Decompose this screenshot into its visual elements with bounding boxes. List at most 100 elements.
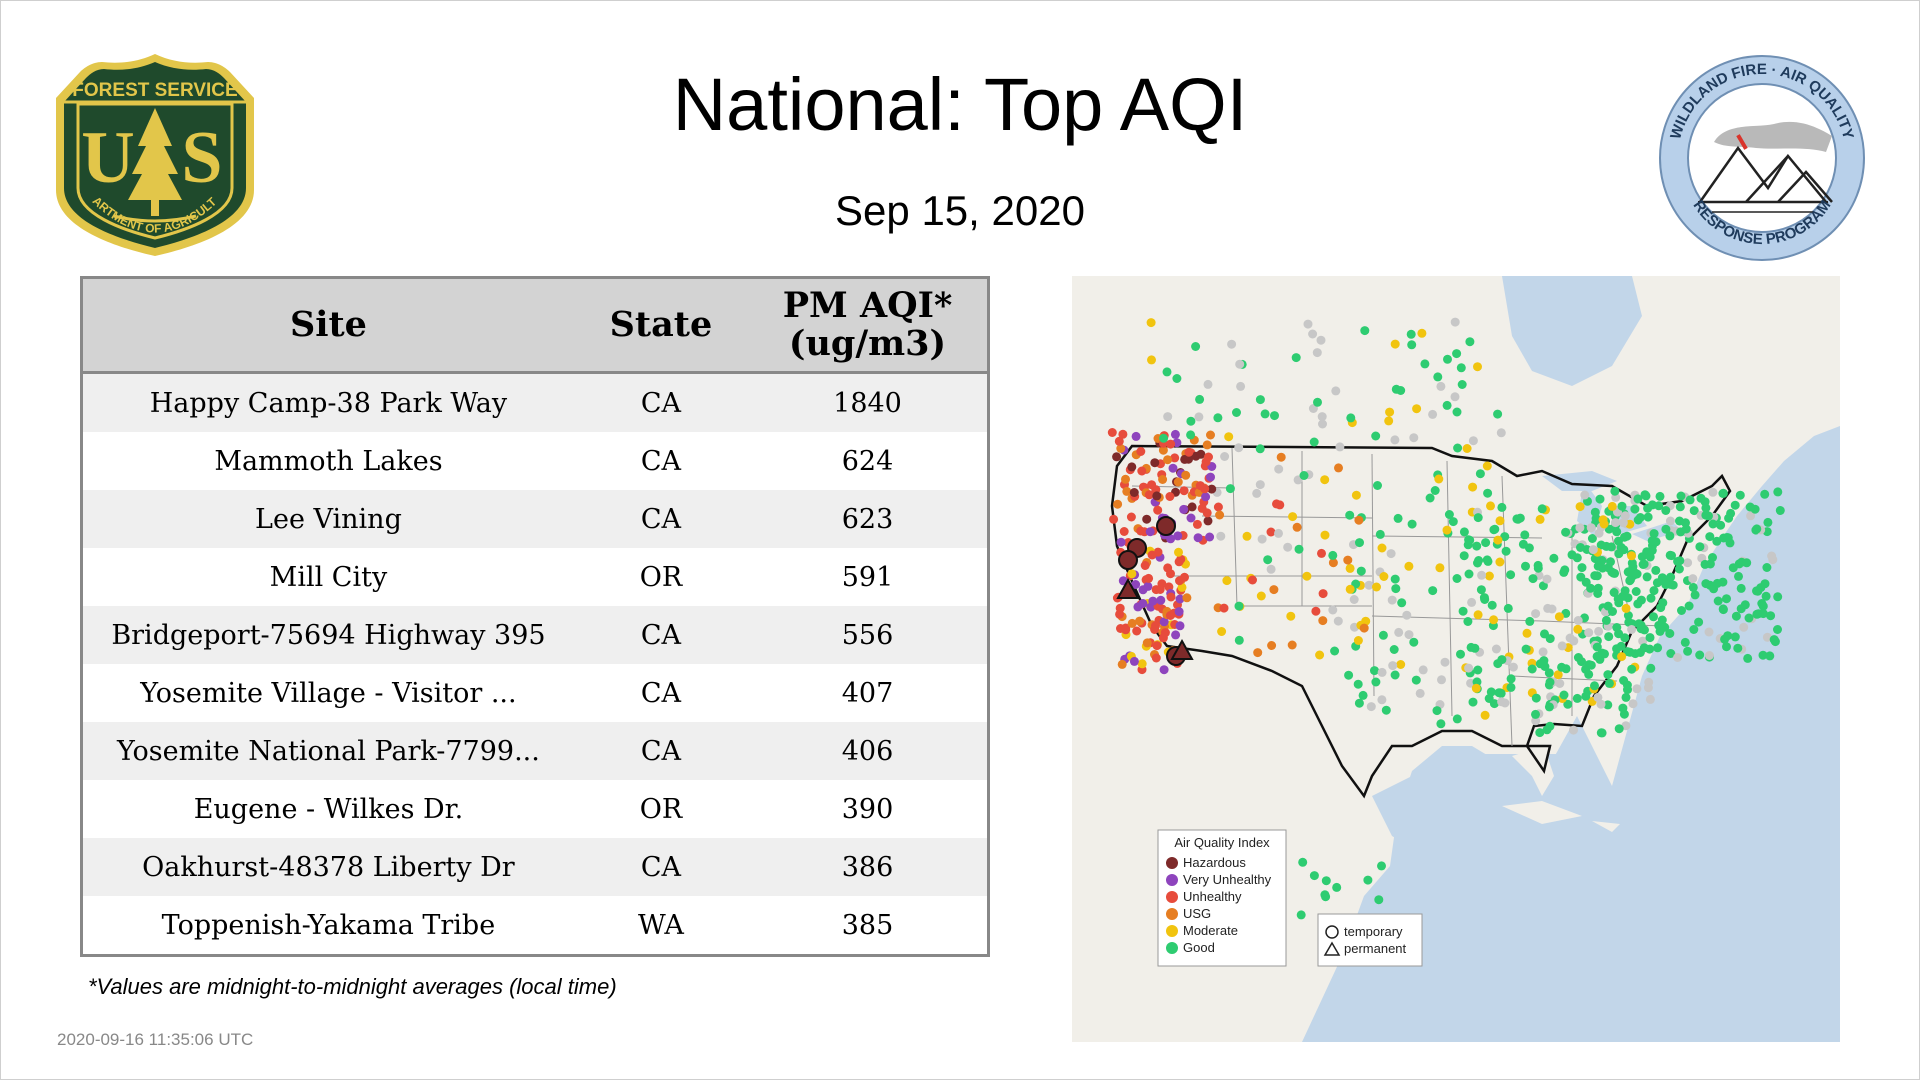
monitor-dot <box>1612 527 1622 537</box>
monitor-dot <box>1457 380 1467 389</box>
monitor-dot <box>1595 494 1605 504</box>
monitor-dot <box>1549 553 1559 563</box>
monitor-dot <box>1378 630 1388 640</box>
monitor-dot <box>1351 490 1361 500</box>
monitor-dot <box>1617 652 1627 662</box>
monitor-dot <box>1490 524 1500 534</box>
monitor-dot <box>1205 532 1215 542</box>
monitor-dot <box>1545 634 1555 644</box>
monitor-dot <box>1501 546 1511 556</box>
monitor-dot <box>1495 557 1505 567</box>
monitor-dot <box>1683 558 1693 568</box>
monitor-dot <box>1494 688 1504 698</box>
monitor-dot <box>1559 567 1569 577</box>
monitor-dot <box>1276 452 1286 462</box>
monitor-dot <box>1484 571 1494 581</box>
monitor-dot <box>1174 607 1184 617</box>
monitor-dot <box>1599 519 1609 529</box>
monitor-dot <box>1597 648 1607 658</box>
monitor-dot <box>1287 640 1297 650</box>
monitor-dot <box>1225 484 1235 494</box>
monitor-dot <box>1355 538 1364 548</box>
monitor-dot <box>1542 725 1552 735</box>
monitor-dot <box>1420 359 1430 369</box>
monitor-dot <box>1765 651 1775 661</box>
monitor-dot <box>1303 319 1313 329</box>
monitor-dot <box>1186 416 1196 426</box>
cell-site: Lee Vining <box>81 490 574 548</box>
monitor-dot <box>1660 578 1670 588</box>
monitor-dot <box>1539 656 1549 666</box>
monitor-dot <box>1493 659 1503 669</box>
monitor-dot <box>1407 519 1417 529</box>
table-header-row: Site State PM AQI* (ug/m3) <box>81 277 989 374</box>
monitor-dot <box>1769 635 1779 645</box>
monitor-dot <box>1537 504 1547 514</box>
monitor-dot <box>1542 574 1552 584</box>
monitor-dot <box>1473 362 1482 372</box>
legend-label-usg: USG <box>1183 906 1211 921</box>
cell-aqi: 556 <box>748 606 989 664</box>
monitor-dot <box>1636 624 1646 634</box>
monitor-dot <box>1170 429 1180 439</box>
monitor-dot <box>1409 433 1419 443</box>
monitor-dot <box>1366 702 1376 712</box>
monitor-dot <box>1193 533 1203 543</box>
monitor-dot <box>1625 576 1635 586</box>
monitor-dot <box>1752 524 1762 534</box>
col-header-site: Site <box>81 277 574 374</box>
monitor-dot <box>1503 603 1513 613</box>
cell-aqi: 1840 <box>748 372 989 432</box>
monitor-dot <box>1452 349 1462 359</box>
page-title: National: Top AQI <box>672 63 1248 146</box>
monitor-dot <box>1645 633 1655 643</box>
monitor-dot <box>1153 505 1163 515</box>
monitor-dot <box>1207 484 1217 494</box>
monitor-dot <box>1603 563 1613 573</box>
monitor-dot <box>1521 561 1530 571</box>
monitor-dot <box>1487 600 1497 610</box>
col-header-aqi-line2: (ug/m3) <box>788 323 947 364</box>
monitor-dot <box>1736 604 1746 614</box>
monitor-dot <box>1718 604 1728 614</box>
monitor-dot <box>1356 566 1366 576</box>
monitor-dot <box>1248 575 1257 585</box>
table-row: Mammoth Lakes CA 624 <box>81 432 989 490</box>
monitor-dot <box>1121 625 1131 635</box>
monitor-dot <box>1404 630 1414 640</box>
monitor-dot <box>1234 601 1244 611</box>
monitor-dot <box>1428 586 1438 596</box>
monitor-dot <box>1468 697 1478 707</box>
monitor-dot <box>1493 535 1503 545</box>
monitor-dot <box>1594 626 1604 636</box>
monitor-dot <box>1236 381 1246 391</box>
monitor-dot <box>1168 463 1178 473</box>
monitor-dot <box>1590 681 1599 691</box>
monitor-dot <box>1722 642 1731 652</box>
monitor-dot <box>1296 910 1306 920</box>
monitor-dot <box>1143 581 1153 591</box>
monitor-dot <box>1544 702 1554 712</box>
monitor-dot <box>1674 564 1684 574</box>
monitor-dot <box>1775 506 1785 515</box>
hazardous-permanent-marker <box>1116 577 1140 599</box>
monitor-dot <box>1373 481 1382 490</box>
monitor-dot <box>1163 412 1173 422</box>
monitor-dot <box>1773 592 1783 602</box>
svg-text:S: S <box>181 117 222 199</box>
monitor-dot <box>1206 430 1215 440</box>
monitor-dot <box>1330 646 1340 656</box>
monitor-dot <box>1145 527 1155 537</box>
monitor-dot <box>1627 664 1637 674</box>
cell-site: Mill City <box>81 548 574 606</box>
monitor-dot <box>1359 623 1369 633</box>
monitor-dot <box>1500 532 1510 542</box>
monitor-dot <box>1234 635 1244 645</box>
monitor-dot <box>1681 518 1690 528</box>
monitor-dot <box>1594 528 1604 538</box>
monitor-dot <box>1773 487 1783 497</box>
monitor-dot <box>1645 552 1655 562</box>
monitor-dot <box>1773 625 1782 634</box>
monitor-dot <box>1623 611 1633 620</box>
monitor-dot <box>1586 660 1596 670</box>
